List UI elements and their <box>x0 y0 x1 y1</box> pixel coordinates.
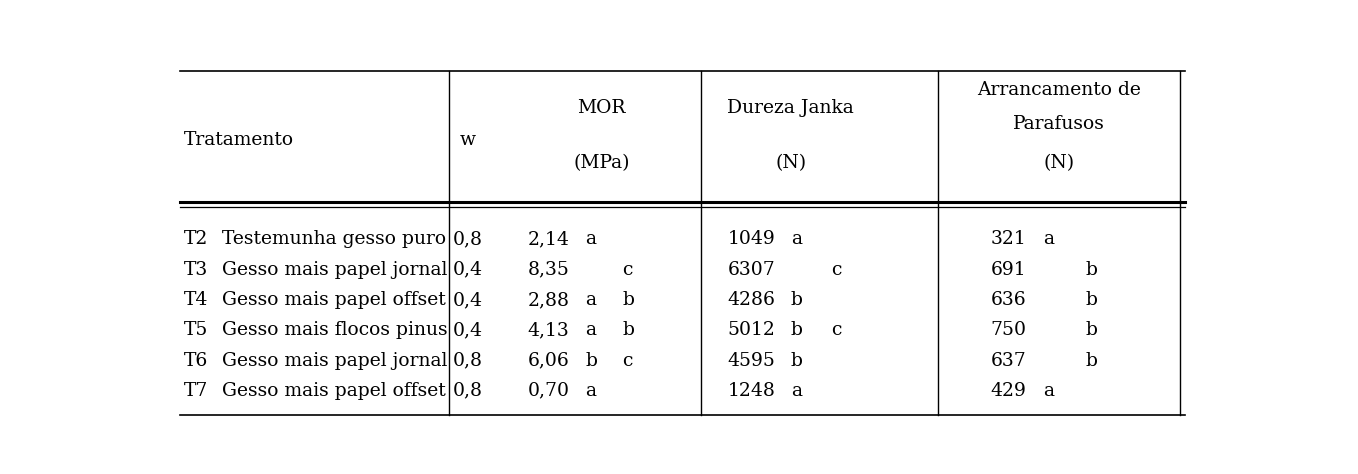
Text: (N): (N) <box>1043 154 1074 172</box>
Text: 321: 321 <box>991 230 1027 248</box>
Text: (MPa): (MPa) <box>573 154 630 172</box>
Text: 0,8: 0,8 <box>452 230 482 248</box>
Text: a: a <box>1043 230 1054 248</box>
Text: Parafusos: Parafusos <box>1013 115 1105 133</box>
Text: Arrancamento de: Arrancamento de <box>978 81 1141 99</box>
Text: 0,8: 0,8 <box>452 382 482 400</box>
Text: a: a <box>790 382 801 400</box>
Text: c: c <box>831 321 841 339</box>
Text: 637: 637 <box>991 352 1027 370</box>
Text: Gesso mais flocos pinus: Gesso mais flocos pinus <box>223 321 448 339</box>
Text: a: a <box>1043 382 1054 400</box>
Text: a: a <box>585 382 596 400</box>
Text: c: c <box>622 352 633 370</box>
Text: Gesso mais papel offset: Gesso mais papel offset <box>223 291 447 309</box>
Text: T2: T2 <box>183 230 208 248</box>
Text: T4: T4 <box>183 291 208 309</box>
Text: 0,8: 0,8 <box>452 352 482 370</box>
Text: 0,4: 0,4 <box>452 321 482 339</box>
Text: b: b <box>1085 352 1097 370</box>
Text: b: b <box>790 321 803 339</box>
Text: w: w <box>459 131 475 149</box>
Text: 2,88: 2,88 <box>528 291 569 309</box>
Text: 429: 429 <box>991 382 1027 400</box>
Text: 636: 636 <box>991 291 1027 309</box>
Text: b: b <box>622 321 634 339</box>
Text: 1248: 1248 <box>728 382 775 400</box>
Text: 750: 750 <box>991 321 1027 339</box>
Text: b: b <box>1085 291 1097 309</box>
Text: b: b <box>790 352 803 370</box>
Text: 0,70: 0,70 <box>528 382 569 400</box>
Text: T5: T5 <box>183 321 208 339</box>
Text: (N): (N) <box>775 154 807 172</box>
Text: b: b <box>790 291 803 309</box>
Text: a: a <box>790 230 801 248</box>
Text: Gesso mais papel offset: Gesso mais papel offset <box>223 382 447 400</box>
Text: 4,13: 4,13 <box>528 321 569 339</box>
Text: 0,4: 0,4 <box>452 291 482 309</box>
Text: b: b <box>1085 261 1097 279</box>
Text: 1049: 1049 <box>728 230 775 248</box>
Text: 4286: 4286 <box>728 291 775 309</box>
Text: b: b <box>1085 321 1097 339</box>
Text: 4595: 4595 <box>728 352 775 370</box>
Text: 6307: 6307 <box>728 261 775 279</box>
Text: Gesso mais papel jornal: Gesso mais papel jornal <box>223 261 448 279</box>
Text: Gesso mais papel jornal: Gesso mais papel jornal <box>223 352 448 370</box>
Text: 6,06: 6,06 <box>528 352 569 370</box>
Text: MOR: MOR <box>577 99 626 117</box>
Text: Dureza Janka: Dureza Janka <box>728 99 854 117</box>
Text: a: a <box>585 321 596 339</box>
Text: T3: T3 <box>183 261 208 279</box>
Text: a: a <box>585 291 596 309</box>
Text: 0,4: 0,4 <box>452 261 482 279</box>
Text: c: c <box>831 261 841 279</box>
Text: 8,35: 8,35 <box>528 261 569 279</box>
Text: b: b <box>585 352 598 370</box>
Text: 5012: 5012 <box>728 321 775 339</box>
Text: c: c <box>622 261 633 279</box>
Text: a: a <box>585 230 596 248</box>
Text: T6: T6 <box>183 352 208 370</box>
Text: T7: T7 <box>183 382 208 400</box>
Text: Tratamento: Tratamento <box>183 131 293 149</box>
Text: b: b <box>622 291 634 309</box>
Text: Testemunha gesso puro: Testemunha gesso puro <box>223 230 447 248</box>
Text: 2,14: 2,14 <box>528 230 569 248</box>
Text: 691: 691 <box>991 261 1027 279</box>
